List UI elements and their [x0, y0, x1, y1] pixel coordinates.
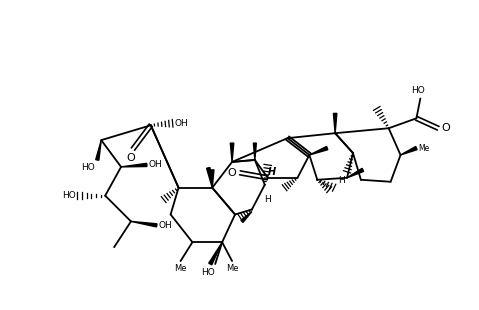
Text: O: O [441, 123, 450, 133]
Polygon shape [309, 146, 328, 155]
Text: HO: HO [81, 163, 95, 172]
Polygon shape [253, 143, 256, 160]
Text: Me: Me [174, 264, 187, 273]
Polygon shape [209, 242, 222, 265]
Polygon shape [121, 163, 147, 167]
Text: H: H [264, 195, 271, 204]
Text: O: O [227, 168, 236, 178]
Polygon shape [210, 170, 214, 188]
Polygon shape [206, 167, 212, 188]
Polygon shape [400, 146, 417, 155]
Text: OH: OH [159, 221, 172, 230]
Polygon shape [333, 113, 337, 133]
Polygon shape [241, 211, 252, 223]
Text: OH: OH [174, 119, 188, 128]
Text: O: O [126, 153, 136, 163]
Text: HO: HO [62, 191, 76, 200]
Polygon shape [347, 168, 364, 178]
Text: HO: HO [411, 86, 425, 95]
Text: Me: Me [418, 144, 430, 153]
Text: H: H [338, 176, 345, 185]
Text: HO: HO [201, 268, 215, 277]
Text: OH: OH [149, 160, 162, 169]
Polygon shape [131, 221, 157, 227]
Polygon shape [230, 143, 234, 162]
Text: H: H [268, 167, 276, 177]
Polygon shape [96, 140, 101, 160]
Text: Me: Me [226, 264, 239, 273]
